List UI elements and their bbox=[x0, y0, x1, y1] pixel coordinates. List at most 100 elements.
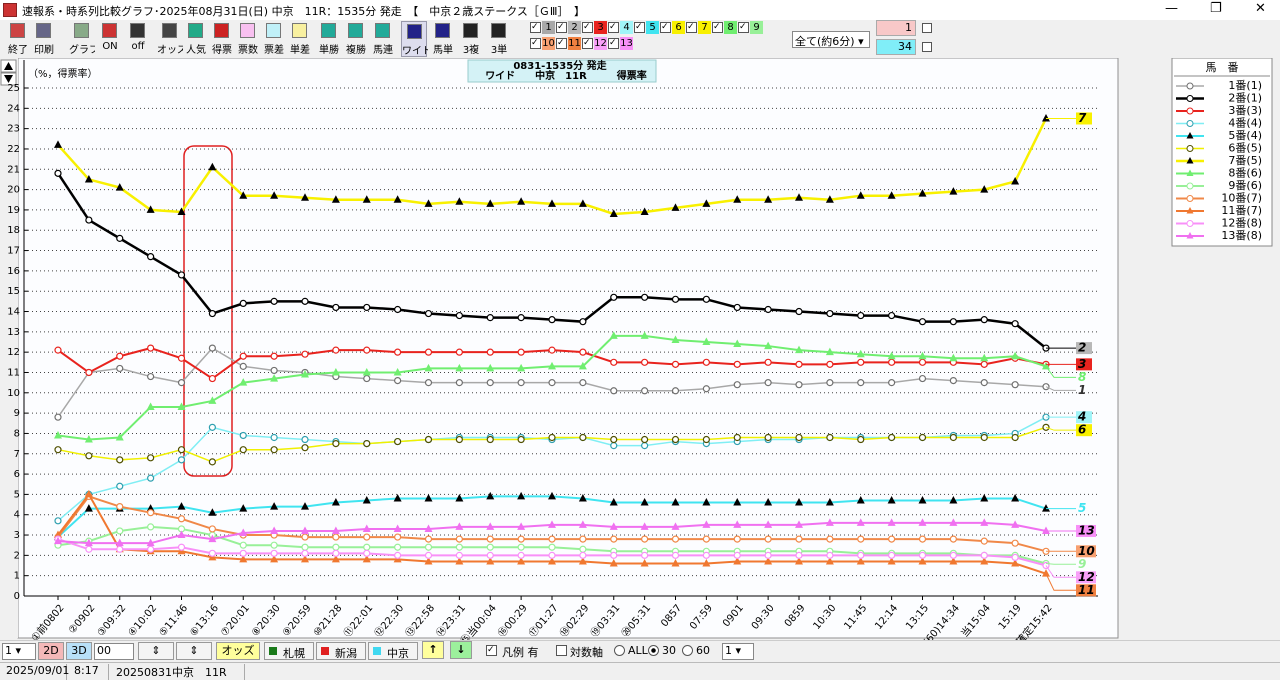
button-icon bbox=[214, 23, 229, 38]
marker bbox=[702, 520, 711, 528]
button-label: 馬連 bbox=[373, 45, 393, 56]
scroll-up-icon bbox=[4, 62, 13, 70]
toolbar-button[interactable]: ワイド bbox=[401, 21, 428, 57]
marker bbox=[887, 351, 896, 360]
horse-checkbox[interactable]: ✓ bbox=[530, 22, 541, 33]
maximize[interactable]: ❐ bbox=[1210, 1, 1222, 16]
toolbar-button[interactable]: 票数 bbox=[235, 21, 261, 57]
odds-button[interactable]: オッズ bbox=[216, 642, 260, 660]
marker bbox=[424, 535, 433, 543]
legend-marker bbox=[1186, 207, 1194, 214]
toolbar-button[interactable]: 印刷 bbox=[31, 21, 57, 57]
horse-checkbox[interactable]: ✓ bbox=[608, 38, 619, 49]
horse-checkbox[interactable]: ✓ bbox=[738, 22, 749, 33]
marker bbox=[208, 525, 216, 533]
toolbar-button[interactable]: 人気 bbox=[183, 21, 209, 57]
marker bbox=[54, 446, 62, 454]
marker bbox=[332, 346, 340, 354]
horse-checkbox[interactable]: ✓ bbox=[660, 22, 671, 33]
venue-button[interactable]: 中京 bbox=[368, 642, 418, 660]
legend-marker bbox=[1186, 82, 1194, 90]
venue-swatch bbox=[321, 647, 329, 655]
marker bbox=[578, 520, 587, 528]
toolbar-button[interactable]: 複勝 bbox=[343, 21, 369, 57]
marker bbox=[1011, 381, 1019, 389]
y-tick-label: 21 bbox=[7, 164, 20, 175]
select-2[interactable]: 1 ▾ bbox=[722, 643, 754, 660]
marker bbox=[270, 374, 279, 382]
minimize[interactable]: — bbox=[1165, 1, 1178, 16]
marker bbox=[764, 556, 773, 565]
marker bbox=[640, 558, 649, 567]
series-tag: 6 bbox=[1078, 423, 1086, 437]
marker bbox=[54, 413, 62, 421]
highlight-box bbox=[183, 145, 233, 477]
close[interactable]: ✕ bbox=[1255, 1, 1266, 16]
period-select[interactable]: 全て(約6分) ▾ bbox=[792, 31, 870, 48]
toolbar-button[interactable]: オッズ bbox=[157, 21, 183, 57]
select-1[interactable]: 1 ▾ bbox=[2, 643, 36, 660]
toolbar-button[interactable]: 3複 bbox=[458, 21, 484, 57]
checkbox[interactable] bbox=[922, 23, 932, 33]
btn-2d[interactable]: 2D bbox=[38, 642, 64, 660]
marker bbox=[239, 541, 247, 549]
horse-checkbox[interactable]: ✓ bbox=[556, 22, 567, 33]
marker bbox=[270, 297, 278, 305]
spinner[interactable]: ⇕ bbox=[138, 642, 174, 660]
status-field: 8:17 bbox=[70, 664, 109, 680]
radio[interactable] bbox=[614, 645, 625, 656]
legend-checkbox[interactable]: ✓ bbox=[486, 645, 497, 656]
checkbox[interactable] bbox=[922, 42, 932, 52]
toolbar-button[interactable]: 単差 bbox=[287, 21, 313, 57]
legend-label: 12番(8) bbox=[1221, 217, 1262, 230]
button-label: 単差 bbox=[290, 45, 310, 56]
button-label: 印刷 bbox=[34, 45, 54, 56]
series-tag: 1 bbox=[1078, 383, 1086, 397]
horse-checkbox[interactable]: ✓ bbox=[634, 22, 645, 33]
toolbar-button[interactable]: 票差 bbox=[261, 21, 287, 57]
log-checkbox[interactable] bbox=[556, 645, 567, 656]
marker bbox=[888, 311, 896, 320]
toolbar-button[interactable]: 得票 bbox=[209, 21, 235, 57]
horse-checkbox[interactable]: ✓ bbox=[556, 38, 567, 49]
marker bbox=[146, 402, 155, 411]
series bbox=[54, 344, 1050, 421]
toolbar-button[interactable]: ON bbox=[97, 21, 123, 57]
marker bbox=[54, 140, 62, 148]
toolbar-button[interactable]: グラフ bbox=[69, 21, 95, 57]
horse-checkbox[interactable]: ✓ bbox=[686, 22, 697, 33]
marker bbox=[517, 556, 526, 565]
y-tick-label: 6 bbox=[14, 469, 20, 480]
spinner[interactable]: ⇕ bbox=[176, 642, 212, 660]
horse-checkbox[interactable]: ✓ bbox=[582, 38, 593, 49]
marker bbox=[888, 379, 896, 387]
toolbar-button[interactable]: 単勝 bbox=[316, 21, 342, 57]
horse-checkbox[interactable]: ✓ bbox=[530, 38, 541, 49]
y-tick-label: 5 bbox=[14, 489, 20, 500]
horse-checkbox[interactable]: ✓ bbox=[608, 22, 619, 33]
marker bbox=[610, 551, 618, 559]
marker bbox=[795, 535, 803, 543]
toolbar-button[interactable]: 終了 bbox=[5, 21, 31, 57]
up-button[interactable]: ↑ bbox=[422, 641, 444, 659]
venue-button[interactable]: 札幌 bbox=[264, 642, 314, 660]
horse-checkbox[interactable]: ✓ bbox=[582, 22, 593, 33]
marker bbox=[733, 551, 741, 559]
btn-3d[interactable]: 3D bbox=[66, 642, 92, 660]
venue-button[interactable]: 新潟 bbox=[316, 642, 366, 660]
down-button[interactable]: ↓ bbox=[450, 641, 472, 659]
radio[interactable] bbox=[682, 645, 693, 656]
marker bbox=[486, 551, 494, 559]
button-icon bbox=[36, 23, 51, 38]
toolbar-button[interactable]: off bbox=[125, 21, 151, 57]
horse-checkbox-label: 9 bbox=[750, 21, 763, 34]
button-icon bbox=[188, 23, 203, 38]
toolbar-button[interactable]: 馬単 bbox=[430, 21, 456, 57]
horse-checkbox[interactable]: ✓ bbox=[712, 22, 723, 33]
marker bbox=[177, 446, 186, 454]
field[interactable]: 00 bbox=[94, 643, 134, 660]
toolbar-button[interactable]: 3単 bbox=[486, 21, 512, 57]
radio[interactable] bbox=[648, 645, 659, 656]
scroll-down-icon bbox=[4, 75, 13, 83]
toolbar-button[interactable]: 馬連 bbox=[370, 21, 396, 57]
